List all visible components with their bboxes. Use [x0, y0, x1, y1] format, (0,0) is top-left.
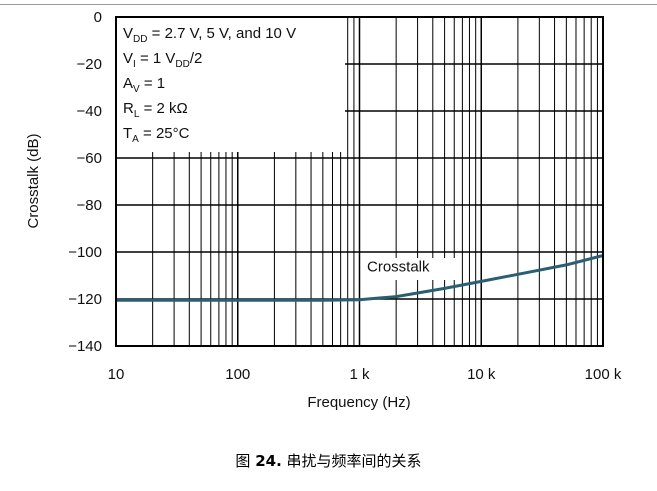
y-tick-label: −120: [68, 291, 102, 308]
test-conditions: VDD = 2.7 V, 5 V, and 10 V VI = 1 VDD/2 AV…: [123, 25, 296, 145]
condition-text: = 25°C: [139, 125, 190, 142]
condition-subscript: A: [132, 134, 139, 145]
condition-line: V: [123, 50, 133, 67]
condition-text: = 2 kΩ: [139, 100, 187, 117]
figure-caption: 图 24. 串扰与频率间的关系: [0, 450, 657, 471]
caption-text: 串扰与频率间的关系: [281, 452, 422, 470]
series-annotation: Crosstalk: [367, 259, 430, 276]
condition-line: T: [123, 125, 132, 142]
condition-subscript: L: [134, 109, 140, 120]
condition-subscript: DD: [175, 59, 189, 70]
y-tick-label: −40: [77, 103, 102, 120]
y-tick-label: −100: [68, 244, 102, 261]
condition-line: R: [123, 100, 134, 117]
condition-text: /2: [190, 50, 203, 67]
x-tick-label: 1 k: [349, 366, 370, 383]
y-tick-label: 0: [94, 9, 102, 26]
condition-text: = 1 V: [136, 50, 176, 67]
crosstalk-series-line: [116, 254, 604, 302]
x-tick-labels: 10 100 1 k 10 k 100 k: [108, 366, 622, 383]
y-axis-label: Crosstalk (dB): [25, 133, 42, 228]
x-tick-label: 10: [108, 366, 125, 383]
y-tick-label: −80: [77, 197, 102, 214]
condition-subscript: DD: [133, 34, 147, 45]
y-tick-label: −140: [68, 338, 102, 355]
plot-frame: [115, 16, 604, 347]
annotation-bg: [370, 258, 456, 280]
x-tick-label: 100 k: [585, 366, 622, 383]
y-tick-label: −60: [77, 150, 102, 167]
y-tick-label: −20: [77, 56, 102, 73]
condition-text: = 2.7 V, 5 V, and 10 V: [147, 25, 296, 42]
conditions-box: [117, 18, 345, 152]
condition-line: A: [123, 75, 133, 92]
x-tick-label: 10 k: [467, 366, 496, 383]
top-rule: [0, 4, 657, 5]
condition-line: V: [123, 25, 133, 42]
condition-text: = 1: [140, 75, 165, 92]
y-tick-labels: 0 −20 −40 −60 −80 −100 −120 −140: [68, 9, 102, 355]
condition-subscript: V: [133, 84, 140, 95]
x-axis-label: Frequency (Hz): [307, 394, 410, 411]
caption-number: 24.: [255, 452, 282, 470]
x-tick-label: 100: [225, 366, 250, 383]
caption-prefix: 图: [235, 452, 256, 470]
condition-subscript: I: [133, 59, 136, 70]
crosstalk-chart: VDD = 2.7 V, 5 V, and 10 V VI = 1 VDD/2 AV…: [25, 9, 622, 411]
